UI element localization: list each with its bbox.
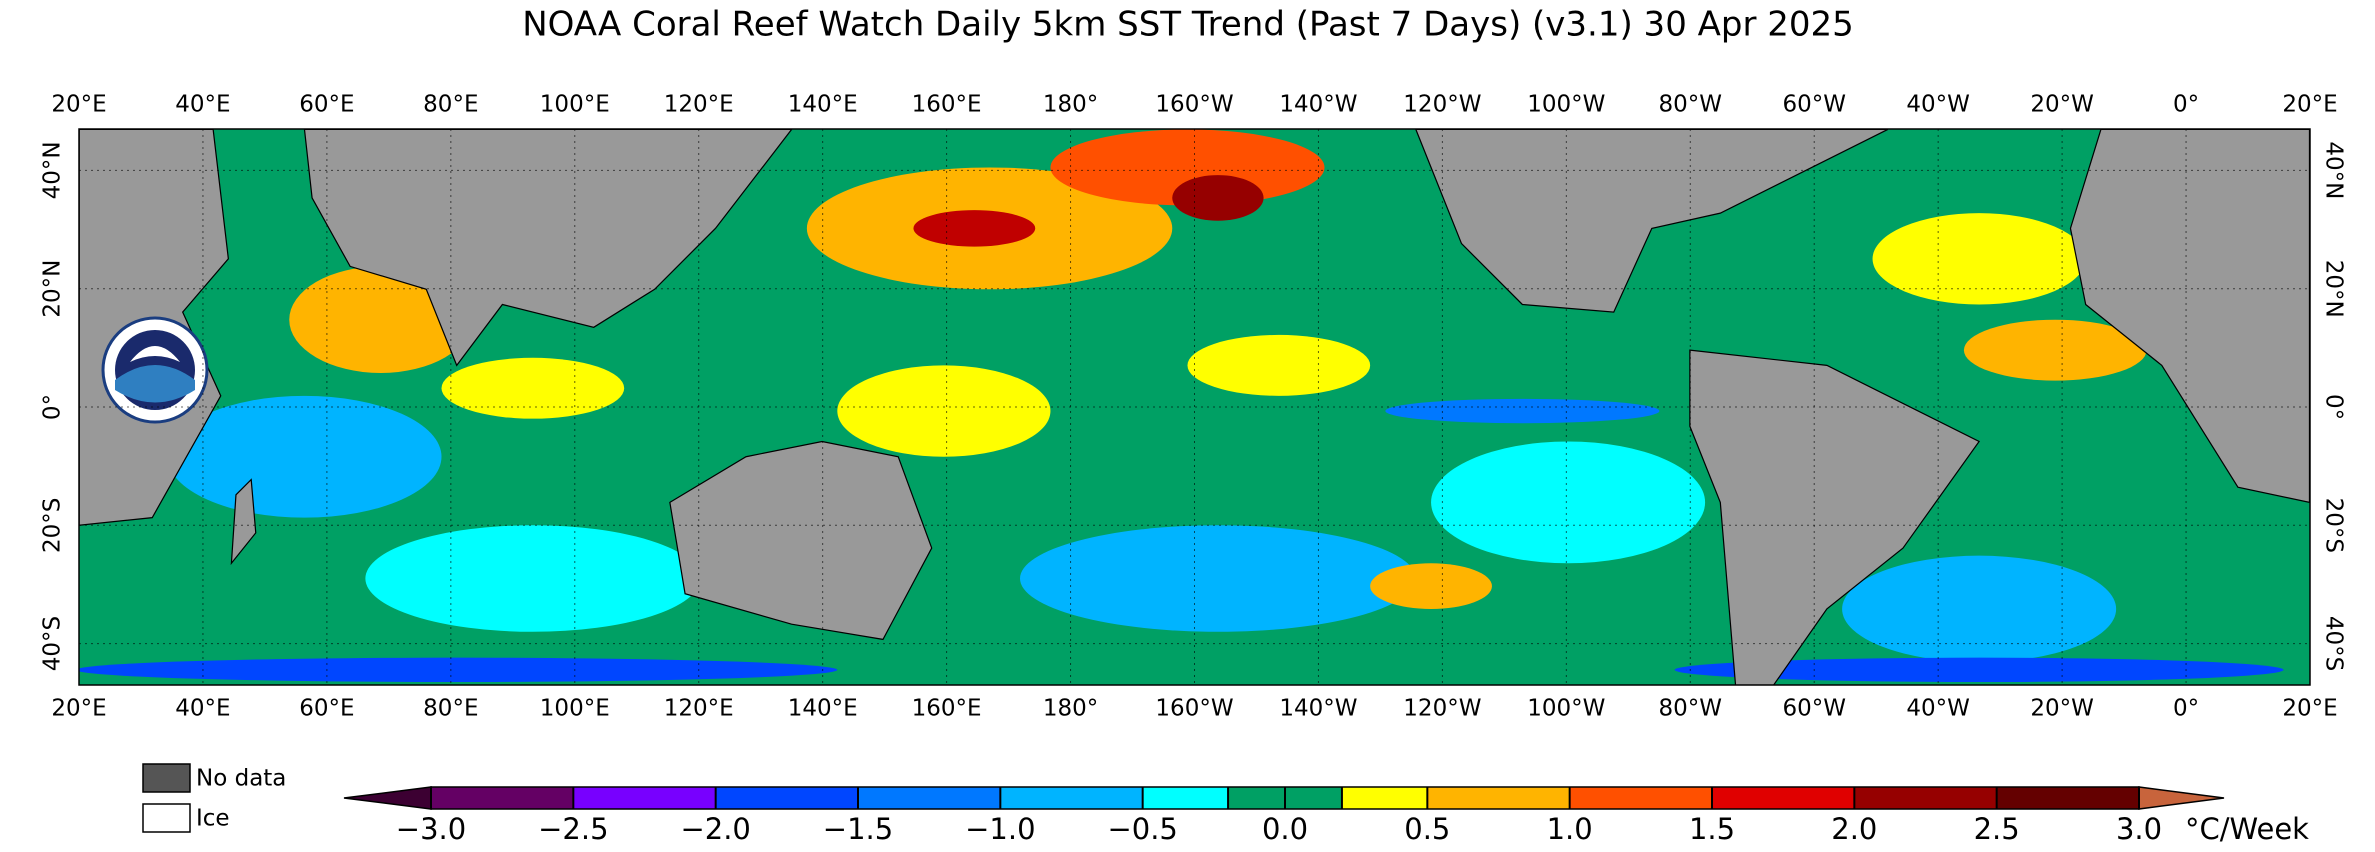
x-tick-label: 20°E	[2282, 92, 2337, 118]
x-tick-label: 0°	[2173, 696, 2199, 722]
noaa-logo	[101, 316, 209, 424]
y-tick-label: 0°	[2321, 394, 2347, 420]
x-tick-label: 140°W	[1279, 92, 1357, 118]
colorbar-segment	[1712, 787, 1855, 809]
colorbar-segment	[1854, 787, 1997, 809]
colorbar-tick-label: −0.5	[1107, 812, 1177, 846]
colorbar-tick-label: 2.0	[1831, 812, 1877, 846]
x-tick-label: 160°E	[912, 92, 982, 118]
x-tick-label: 120°W	[1403, 92, 1481, 118]
x-tick-label: 140°E	[788, 92, 858, 118]
colorbar-unit: °C/Week	[2185, 812, 2309, 846]
colorbar-tick-label: 0.5	[1404, 812, 1450, 846]
y-tick-label: 40°S	[2321, 616, 2347, 671]
colorbar-segment	[715, 787, 858, 809]
colorbar-segment	[431, 787, 574, 809]
x-tick-label: 60°E	[299, 92, 354, 118]
colorbar-segment	[1996, 787, 2139, 809]
legend: No data Ice	[142, 763, 286, 833]
colorbar-tick-label: −2.5	[538, 812, 608, 846]
x-tick-label: 80°W	[1659, 696, 1723, 722]
x-tick-label: 60°W	[1782, 92, 1846, 118]
x-tick-label: 140°W	[1279, 696, 1357, 722]
x-tick-label: 120°W	[1403, 696, 1481, 722]
sst-pattern	[79, 129, 2310, 683]
legend-swatch	[142, 803, 191, 833]
legend-swatch	[142, 763, 191, 793]
chart-title: NOAA Coral Reef Watch Daily 5km SST Tren…	[522, 5, 1854, 45]
y-tick-label: 20°S	[40, 498, 66, 553]
colorbar-segment	[1341, 787, 1428, 809]
x-tick-label: 100°E	[540, 696, 610, 722]
x-tick-label: 100°E	[540, 92, 610, 118]
y-tick-label: 40°S	[40, 616, 66, 671]
x-tick-label: 80°E	[423, 696, 478, 722]
colorbar-tick-label: −1.5	[823, 812, 893, 846]
x-tick-label: 20°W	[2030, 696, 2094, 722]
x-tick-label: 100°W	[1527, 92, 1605, 118]
colorbar-tick-label: 3.0	[2116, 812, 2162, 846]
colorbar-under	[343, 786, 432, 810]
colorbar-segment	[1000, 787, 1143, 809]
colorbar-segment	[858, 787, 1001, 809]
y-tick-label: 40°N	[40, 141, 66, 199]
x-tick-label: 80°E	[423, 92, 478, 118]
colorbar-segment	[1427, 787, 1570, 809]
x-tick-label: 120°E	[664, 696, 734, 722]
x-tick-label: 20°E	[2282, 696, 2337, 722]
x-tick-label: 40°E	[175, 92, 230, 118]
x-tick-label: 160°E	[912, 696, 982, 722]
x-tick-label: 40°W	[1906, 92, 1970, 118]
colorbar-segment	[1569, 787, 1712, 809]
x-tick-label: 160°W	[1155, 92, 1233, 118]
x-tick-label: 180°	[1043, 92, 1098, 118]
colorbar-segment	[1228, 787, 1285, 809]
colorbar-tick-label: −1.0	[965, 812, 1035, 846]
colorbar-over	[2138, 786, 2225, 810]
x-tick-label: 140°E	[788, 696, 858, 722]
colorbar: −3.0 −2.5 −2.0 −1.5 −1.0 −0.5 0.0 0.5 1.0 1.5 2.0 2…	[343, 786, 2309, 846]
x-tick-label: 160°W	[1155, 696, 1233, 722]
x-tick-label: 20°W	[2030, 92, 2094, 118]
x-tick-label: 40°E	[175, 696, 230, 722]
x-tick-label: 100°W	[1527, 696, 1605, 722]
legend-label: Ice	[196, 806, 230, 832]
colorbar-tick-label: −2.0	[680, 812, 750, 846]
colorbar-frame	[430, 786, 2140, 810]
x-tick-label: 180°	[1043, 696, 1098, 722]
colorbar-tick-label: 2.5	[1974, 812, 2020, 846]
x-tick-label: 80°W	[1659, 92, 1723, 118]
x-tick-label: 20°E	[51, 92, 106, 118]
axes: 20°E 20°E 40°E 40°E 60°E 60°E 80°E 80°E 100°E 100…	[40, 92, 2347, 722]
y-tick-label: 20°N	[40, 260, 66, 318]
y-tick-label: 0°	[40, 394, 66, 420]
colorbar-tick-label: −3.0	[396, 812, 466, 846]
colorbar-segment	[573, 787, 716, 809]
colorbar-tick-label: 0.0	[1262, 812, 1308, 846]
colorbar-tick-label: 1.5	[1689, 812, 1735, 846]
x-tick-label: 0°	[2173, 92, 2199, 118]
x-tick-label: 60°E	[299, 696, 354, 722]
colorbar-tick-label: 1.0	[1547, 812, 1593, 846]
y-tick-label: 40°N	[2321, 141, 2347, 199]
x-tick-label: 40°W	[1906, 696, 1970, 722]
colorbar-segment	[1142, 787, 1229, 809]
y-tick-label: 20°S	[2321, 498, 2347, 553]
x-tick-label: 120°E	[664, 92, 734, 118]
y-tick-label: 20°N	[2321, 260, 2347, 318]
x-tick-label: 60°W	[1782, 696, 1846, 722]
legend-label: No data	[196, 766, 286, 792]
colorbar-segment	[1285, 787, 1342, 809]
x-tick-label: 20°E	[51, 696, 106, 722]
